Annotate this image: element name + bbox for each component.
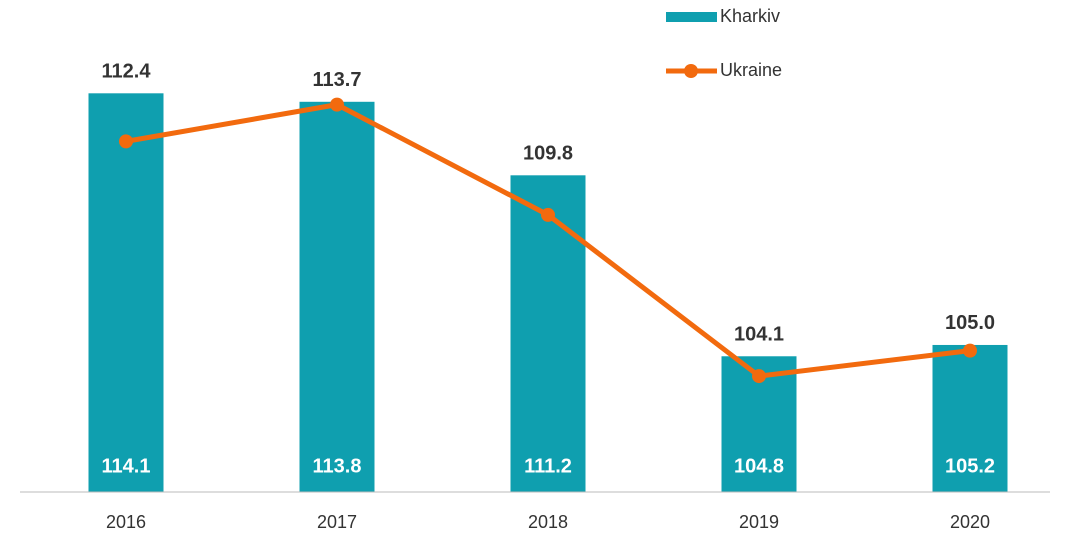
x-tick-label: 2016 [106,512,146,532]
line-value-label: 105.0 [945,312,995,334]
legend-swatch [684,64,698,78]
bar [299,101,375,493]
legend-label: Ukraine [720,60,782,80]
line-marker [119,134,133,149]
line-value-label: 109.8 [523,143,573,165]
x-tick-label: 2018 [528,512,568,532]
bar-value-label: 105.2 [945,455,995,477]
x-tick-label: 2017 [317,512,357,532]
legend-swatch [666,12,717,22]
bar [88,93,164,492]
line-marker [541,207,555,222]
bar-value-label: 113.8 [313,455,362,477]
line-marker [330,97,344,112]
line-value-label: 104.1 [734,324,784,346]
bar-value-label: 104.8 [734,455,784,477]
x-tick-label: 2019 [739,512,779,532]
line-marker [963,343,977,358]
bar [932,344,1008,492]
line-value-label: 112.4 [102,61,152,83]
bar [510,175,586,492]
bar-value-label: 111.2 [524,455,572,477]
legend-label: Kharkiv [720,6,780,26]
line-value-label: 113.7 [313,69,362,91]
bar-value-label: 114.1 [102,455,151,477]
x-tick-label: 2020 [950,512,990,532]
line-marker [752,369,766,384]
